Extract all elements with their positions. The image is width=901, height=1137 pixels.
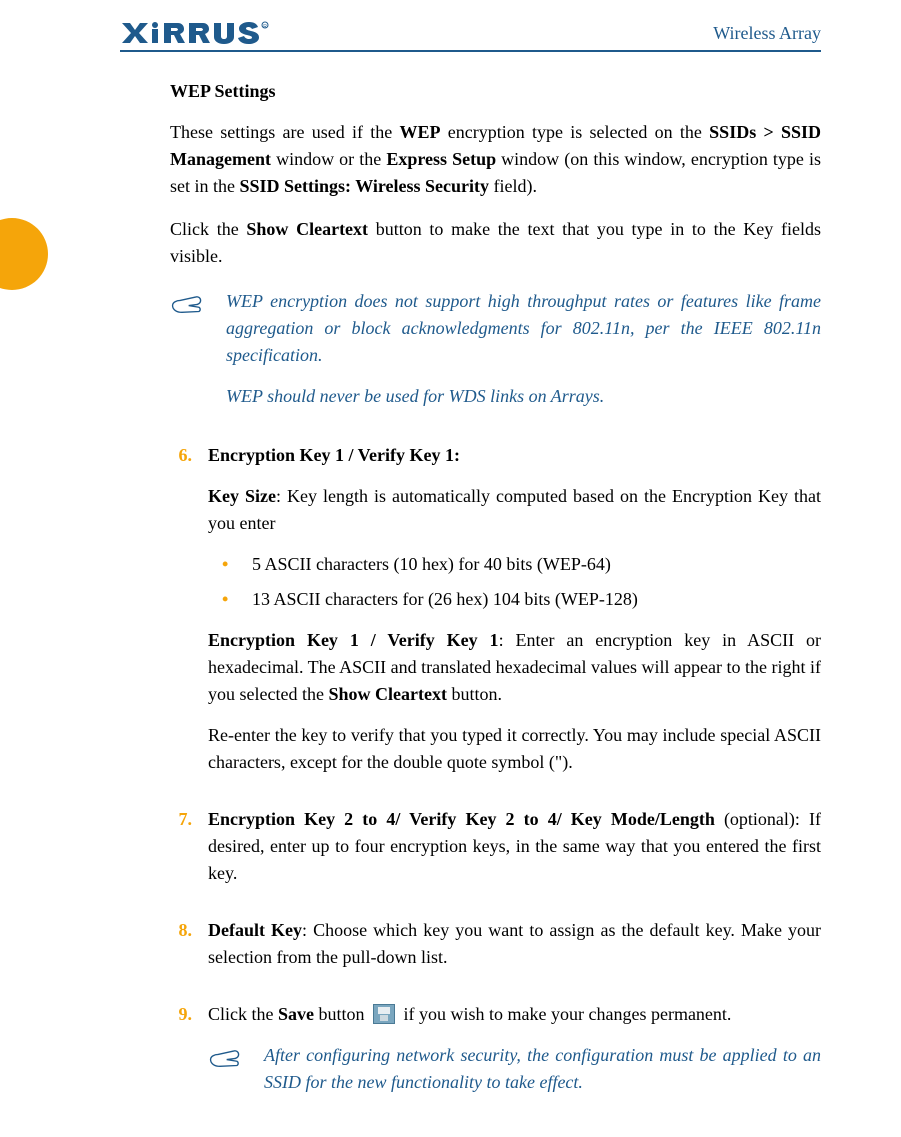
step-body: Encryption Key 1 / Verify Key 1: Key Siz… xyxy=(208,442,821,790)
header-product-name: Wireless Array xyxy=(713,23,821,44)
page-header: R Wireless Array xyxy=(120,20,821,52)
save-icon xyxy=(373,1004,395,1024)
text: SSID Settings: Wireless Security xyxy=(240,176,490,196)
step-6: 6. Encryption Key 1 / Verify Key 1: Key … xyxy=(170,442,821,790)
text: Click the xyxy=(170,219,246,239)
list-item: • 5 ASCII characters (10 hex) for 40 bits… xyxy=(222,551,821,578)
note-text: WEP encryption does not support high thr… xyxy=(226,288,821,424)
text: Click the xyxy=(208,1004,278,1024)
step-number: 8. xyxy=(170,917,192,985)
note-line: WEP encryption does not support high thr… xyxy=(226,288,821,369)
step-heading: Encryption Key 1 / Verify Key 1: xyxy=(208,445,460,465)
note-block-1: WEP encryption does not support high thr… xyxy=(170,288,821,424)
step-number: 7. xyxy=(170,806,192,901)
text: Show Cleartext xyxy=(328,684,446,704)
intro-paragraph-1: These settings are used if the WEP encry… xyxy=(170,119,821,200)
intro-paragraph-2: Click the Show Cleartext button to make … xyxy=(170,216,821,270)
svg-text:R: R xyxy=(263,24,267,30)
text: Key Size xyxy=(208,486,276,506)
key-size-list: • 5 ASCII characters (10 hex) for 40 bits… xyxy=(222,551,821,613)
step-body: Click the Save button if you wish to mak… xyxy=(208,1001,821,1128)
text: : Key length is automatically computed b… xyxy=(208,486,821,533)
text: 5 ASCII characters (10 hex) for 40 bits … xyxy=(252,551,611,578)
bullet-icon: • xyxy=(222,586,236,613)
text: button. xyxy=(447,684,502,704)
text: These settings are used if the xyxy=(170,122,399,142)
step-body: Default Key: Choose which key you want t… xyxy=(208,917,821,985)
step-number: 6. xyxy=(170,442,192,790)
text: button xyxy=(314,1004,369,1024)
text: Show Cleartext xyxy=(246,219,368,239)
page-body: WEP Settings These settings are used if … xyxy=(120,78,821,1128)
text: if you wish to make your changes permane… xyxy=(399,1004,731,1024)
step-9: 9. Click the Save button if you wish to … xyxy=(170,1001,821,1128)
list-item: • 13 ASCII characters for (26 hex) 104 bi… xyxy=(222,586,821,613)
text: WEP xyxy=(399,122,440,142)
step-8: 8. Default Key: Choose which key you wan… xyxy=(170,917,821,985)
section-heading: WEP Settings xyxy=(170,78,821,105)
text: Re-enter the key to verify that you type… xyxy=(208,722,821,776)
note-line: WEP should never be used for WDS links o… xyxy=(226,383,821,410)
text: Default Key xyxy=(208,920,302,940)
text: encryption type is selected on the xyxy=(440,122,709,142)
step-number: 9. xyxy=(170,1001,192,1128)
page-container: R Wireless Array WEP Settings These sett… xyxy=(0,0,901,1128)
bullet-icon: • xyxy=(222,551,236,578)
text: 13 ASCII characters for (26 hex) 104 bit… xyxy=(252,586,638,613)
step-7: 7. Encryption Key 2 to 4/ Verify Key 2 t… xyxy=(170,806,821,901)
text: field). xyxy=(489,176,537,196)
note-block-2: After configuring network security, the … xyxy=(208,1042,821,1110)
note-text: After configuring network security, the … xyxy=(264,1042,821,1110)
note-hand-icon xyxy=(208,1042,242,1110)
xirrus-logo: R xyxy=(120,20,270,46)
note-hand-icon xyxy=(170,288,204,424)
text: Encryption Key 2 to 4/ Verify Key 2 to 4… xyxy=(208,809,715,829)
step-body: Encryption Key 2 to 4/ Verify Key 2 to 4… xyxy=(208,806,821,901)
note-line: After configuring network security, the … xyxy=(264,1042,821,1096)
text: window or the xyxy=(271,149,386,169)
numbered-steps: 6. Encryption Key 1 / Verify Key 1: Key … xyxy=(170,442,821,1128)
text: Save xyxy=(278,1004,314,1024)
text: Express Setup xyxy=(386,149,496,169)
text: Encryption Key 1 / Verify Key 1 xyxy=(208,630,499,650)
